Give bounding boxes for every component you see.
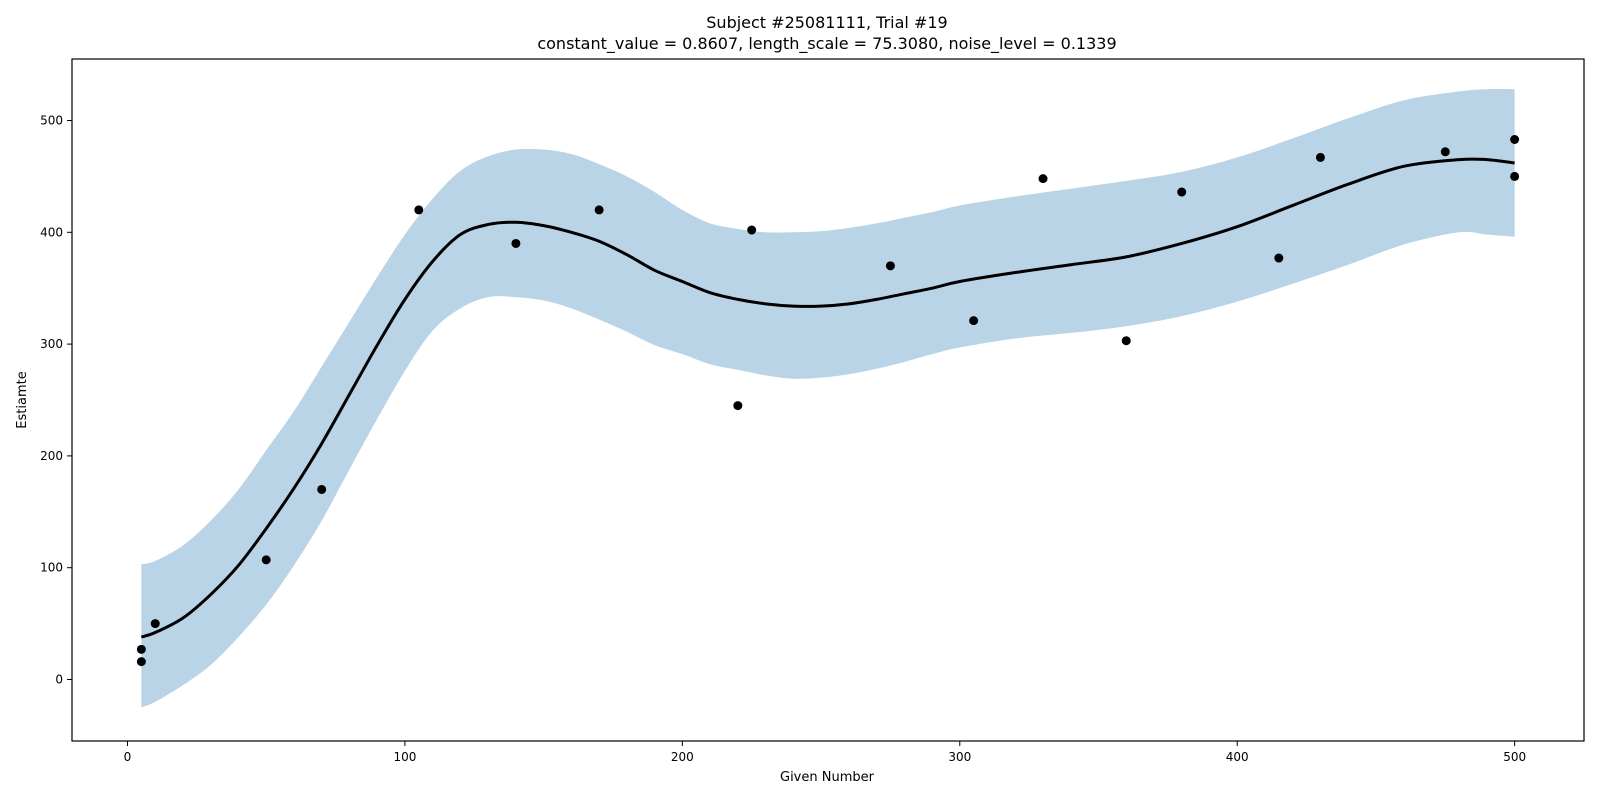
y-axis-label: Estiamte [15,371,30,428]
data-point [1177,187,1187,197]
data-point [136,657,146,667]
y-tick-label: 400 [40,225,63,239]
chart-title: Subject #25081111, Trial #19 [706,13,947,32]
mean-curve [140,157,1515,639]
data-point [885,261,895,271]
chart-subtitle: constant_value = 0.8607, length_scale = … [537,34,1116,54]
plot-frame [71,58,1585,742]
y-tick-label: 500 [40,113,63,127]
x-tick-label: 400 [1226,750,1249,764]
x-axis-ticks: 0 100 200 300 400 500 [124,741,1526,764]
data-point [317,484,327,494]
data-point [1274,253,1284,263]
data-point [594,205,604,215]
data-point [150,619,160,629]
data-point [1510,134,1520,144]
y-tick-label: 100 [40,561,63,575]
data-point [1510,171,1520,181]
x-tick-label: 100 [393,750,416,764]
data-point [733,401,743,411]
data-point [261,555,271,565]
data-point [511,238,521,248]
y-axis-ticks: 0 100 200 300 400 500 [40,113,72,687]
data-point [1440,147,1450,157]
data-points [136,134,1520,667]
x-tick-label: 500 [1503,750,1526,764]
data-point [747,225,757,235]
data-point [1315,152,1325,162]
x-tick-label: 200 [671,750,694,764]
y-tick-label: 200 [40,449,63,463]
x-tick-label: 0 [124,750,132,764]
x-tick-label: 300 [948,750,971,764]
x-axis-label: Given Number [780,770,875,785]
data-point [1038,174,1048,184]
data-point [1121,336,1131,346]
y-tick-label: 0 [55,673,63,687]
y-tick-label: 300 [40,337,63,351]
data-point [136,644,146,654]
data-point [414,205,424,215]
plot-area [136,89,1520,708]
data-point [969,316,979,326]
confidence-band [141,89,1515,708]
